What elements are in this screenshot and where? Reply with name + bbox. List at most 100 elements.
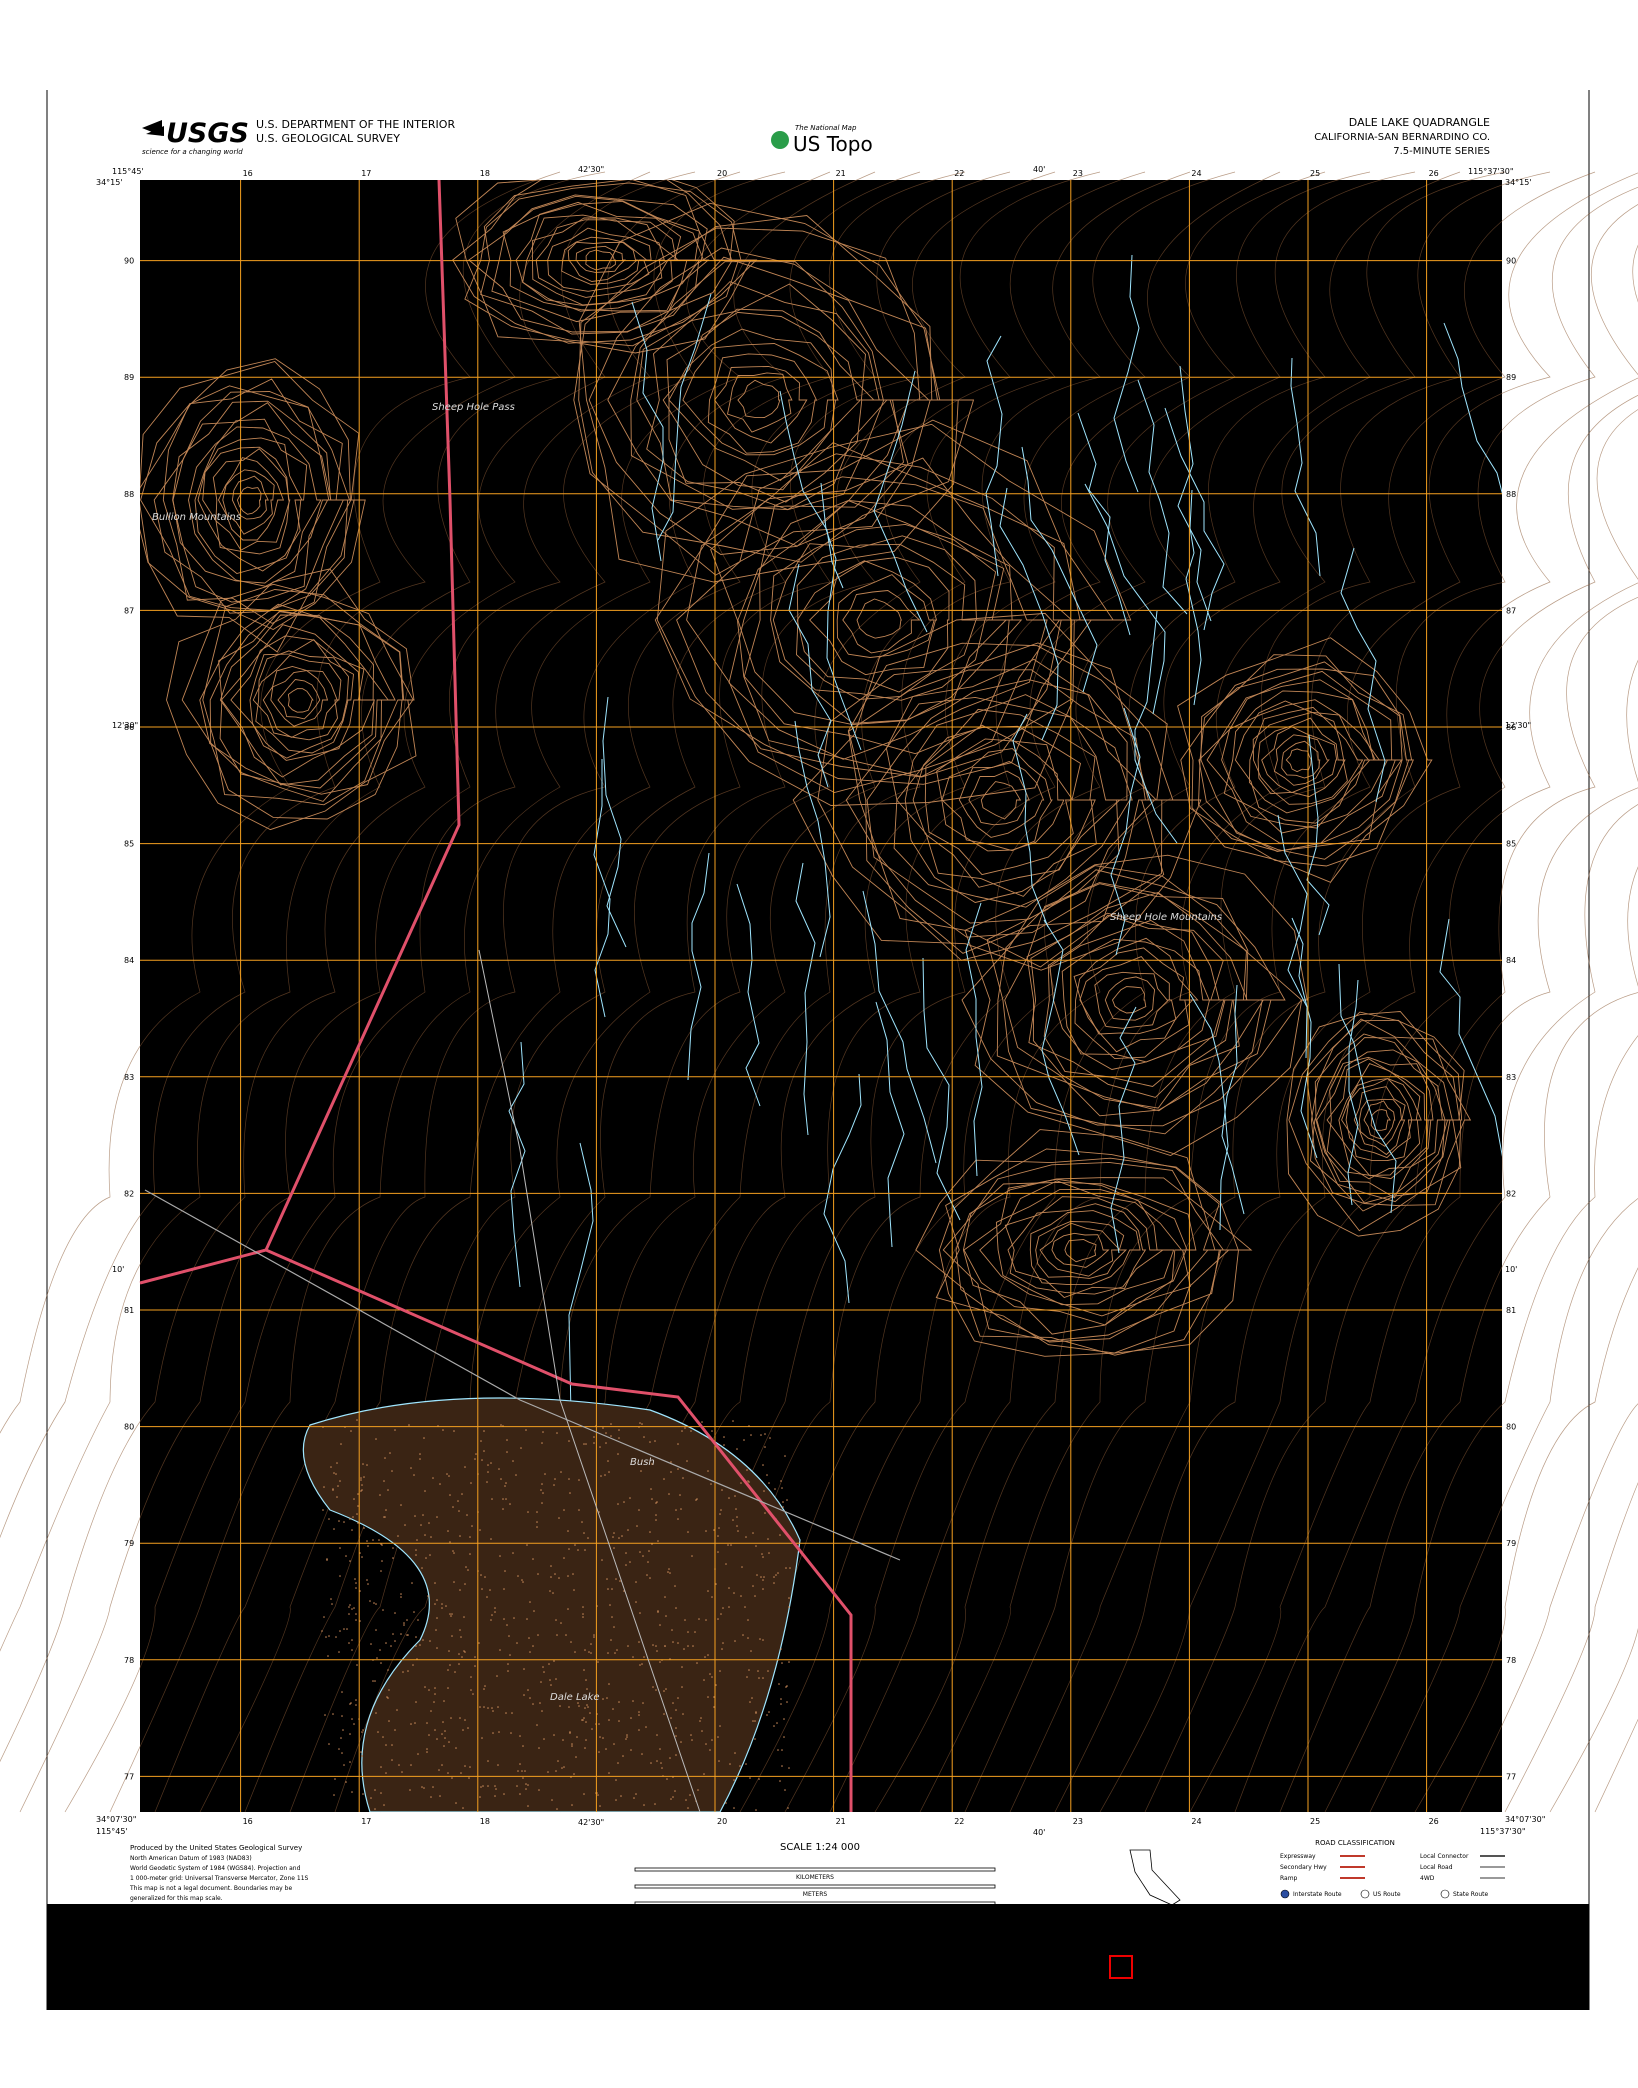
lake-dot (495, 1788, 497, 1790)
stream (593, 759, 611, 1018)
lake-dot (556, 1634, 558, 1636)
contour (202, 446, 290, 555)
lake-dot (351, 1608, 353, 1610)
lake-dot (721, 1489, 723, 1491)
lake-dot (448, 1741, 450, 1743)
lake-dot (721, 1648, 723, 1650)
lake-dot (602, 1698, 604, 1700)
lake-dot (773, 1576, 775, 1578)
lake-dot (583, 1793, 585, 1795)
lake-dot (585, 1443, 587, 1445)
corner-coordinate: 34°07'30" (96, 1815, 136, 1824)
lake-dot (701, 1421, 703, 1423)
lake-dot (474, 1458, 476, 1460)
logo-waves (142, 120, 164, 136)
lake-dot (711, 1596, 713, 1598)
lake-dot (436, 1738, 438, 1740)
lake-dot (680, 1741, 682, 1743)
lake-dot (338, 1520, 340, 1522)
lake-dot (572, 1573, 574, 1575)
contour (817, 642, 1163, 961)
lake-dot (385, 1509, 387, 1511)
contour (1279, 866, 1638, 1813)
lake-dot (410, 1764, 412, 1766)
contour (0, 171, 561, 1434)
lake-dot (362, 1463, 364, 1465)
lake-dot (560, 1471, 562, 1473)
contour (1286, 1011, 1463, 1237)
red-marker (1109, 1955, 1133, 1979)
lake-dot (747, 1619, 749, 1621)
contour (522, 214, 677, 306)
lake-dot (475, 1453, 477, 1455)
lake-dot (383, 1516, 385, 1518)
contour (199, 603, 414, 795)
lake-dot (349, 1733, 351, 1735)
corner-coordinate: 34°15' (1505, 178, 1532, 187)
road-title: ROAD CLASSIFICATION (1315, 1839, 1395, 1847)
lake-dot (752, 1532, 754, 1534)
lake-dot (387, 1489, 389, 1491)
lake-dot (542, 1492, 544, 1494)
contour (197, 437, 303, 572)
lake-dot (362, 1729, 364, 1731)
lake-dot (663, 1690, 665, 1692)
lake-dot (651, 1498, 653, 1500)
lake-dot (469, 1536, 471, 1538)
lake-dot (719, 1513, 721, 1515)
lake-dot (744, 1606, 746, 1608)
stream (965, 902, 983, 1177)
lake-dot (785, 1686, 787, 1688)
credit: generalized for this map scale. (130, 1895, 223, 1902)
lake-dot (610, 1423, 612, 1425)
lake-dot (689, 1794, 691, 1796)
lake-dot (479, 1796, 481, 1798)
lake-dot (434, 1729, 436, 1731)
lake-dot (331, 1603, 333, 1605)
lake-dot (672, 1796, 674, 1798)
lake-dot (773, 1582, 775, 1584)
lake-dot (590, 1643, 592, 1645)
lake-dot (419, 1644, 421, 1646)
lake-dot (341, 1752, 343, 1754)
lake-dot (757, 1670, 759, 1672)
contour (654, 419, 1115, 785)
stream (1110, 1006, 1137, 1254)
credit: 1 000-meter grid: Universal Transverse M… (130, 1875, 309, 1882)
lake-dot (762, 1556, 764, 1558)
lake-dot (326, 1559, 328, 1561)
lake-dot (695, 1499, 697, 1501)
scale-unit: FEET (808, 1925, 823, 1932)
contour (1054, 244, 1638, 1813)
lake-dot (348, 1642, 350, 1644)
contour (154, 171, 876, 1813)
lake-dot (341, 1691, 343, 1693)
lake-dot (660, 1762, 662, 1764)
lake-dot (625, 1552, 627, 1554)
lake-dot (565, 1634, 567, 1636)
lake-dot (323, 1486, 325, 1488)
lake-dot (463, 1616, 465, 1618)
lake-dot (351, 1791, 353, 1793)
lake-dot (789, 1567, 791, 1569)
contour (188, 426, 322, 587)
lake-dot (639, 1664, 641, 1666)
lake-dot (573, 1589, 575, 1591)
lake-dot (561, 1767, 563, 1769)
lake-dot (430, 1536, 432, 1538)
lake-dot (526, 1544, 528, 1546)
lake-dot (680, 1508, 682, 1510)
contour (1039, 1222, 1122, 1277)
contour (231, 475, 269, 520)
lake-dot (351, 1718, 353, 1720)
lake-dot (582, 1719, 584, 1721)
lake-dot (428, 1734, 430, 1736)
lake-dot (601, 1559, 603, 1561)
contour (1061, 938, 1211, 1063)
contour (575, 245, 626, 273)
lake-dot (447, 1530, 449, 1532)
lake-dot (613, 1532, 615, 1534)
lake-dot (723, 1444, 725, 1446)
lake-dot (385, 1744, 387, 1746)
lake-dot (487, 1707, 489, 1709)
